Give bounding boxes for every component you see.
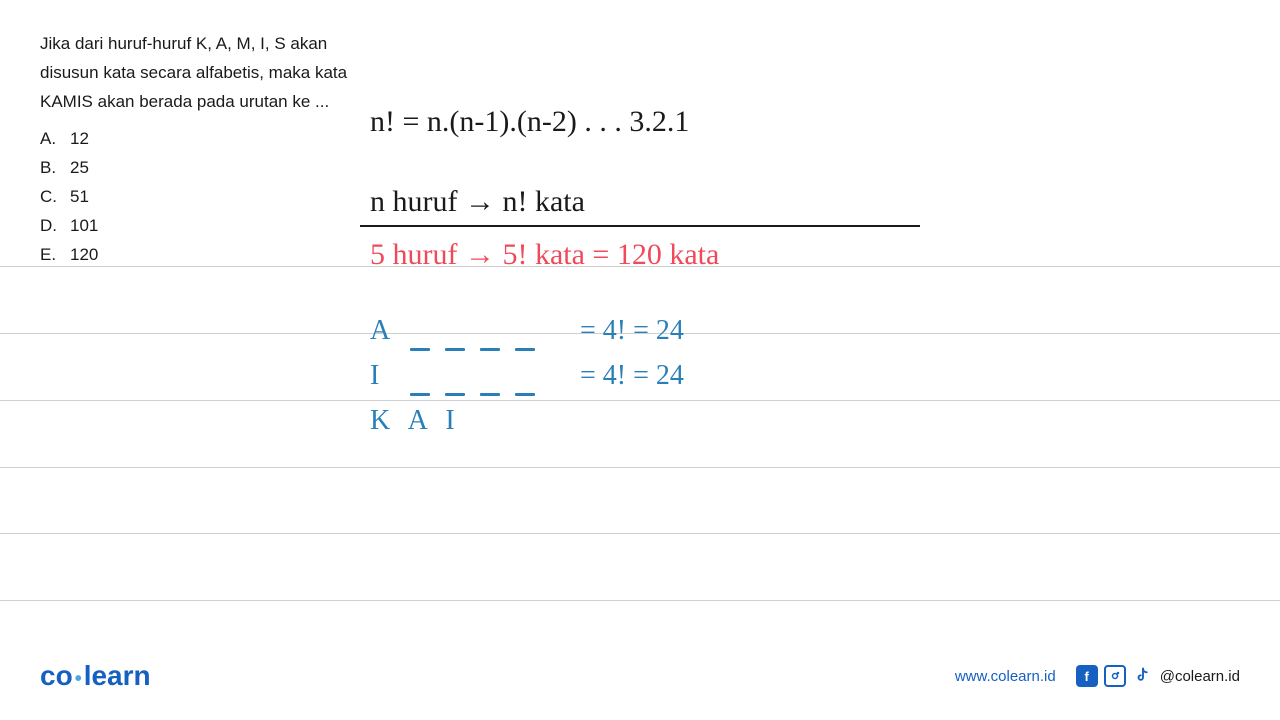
option-letter: A. <box>40 125 70 154</box>
website-url: www.colearn.id <box>955 668 1056 685</box>
question-text: Jika dari huruf-huruf K, A, M, I, S akan… <box>40 30 360 117</box>
blank-dash <box>515 393 535 396</box>
option-value: 25 <box>70 154 89 183</box>
blank-dash <box>480 393 500 396</box>
colearn-logo: co•learn <box>40 660 151 692</box>
blank-dash <box>410 393 430 396</box>
option-letter: B. <box>40 154 70 183</box>
ruled-line <box>0 533 1280 534</box>
calc-kai: K A I <box>370 405 461 437</box>
option-value: 51 <box>70 183 89 212</box>
n-huruf-line: n huruf → n! kata <box>370 185 585 219</box>
facebook-icon: f <box>1076 665 1098 687</box>
option-value: 101 <box>70 212 98 241</box>
social-icons: f @colearn.id <box>1076 665 1240 687</box>
calc-a-letter: A <box>370 315 390 347</box>
blank-dash <box>480 348 500 351</box>
ruled-line <box>0 400 1280 401</box>
option-letter: D. <box>40 212 70 241</box>
option-a: A. 12 <box>40 125 98 154</box>
answer-options: A. 12 B. 25 C. 51 D. 101 E. 120 <box>40 125 98 269</box>
option-letter: C. <box>40 183 70 212</box>
option-d: D. 101 <box>40 212 98 241</box>
ruled-line <box>0 467 1280 468</box>
underline <box>360 225 920 227</box>
footer: co•learn www.colearn.id f @colearn.id <box>0 660 1280 692</box>
logo-co: co <box>40 660 73 691</box>
blank-dash <box>410 348 430 351</box>
calc-i-result: = 4! = 24 <box>580 360 684 392</box>
tiktok-icon <box>1132 665 1154 687</box>
blank-dash <box>515 348 535 351</box>
calc-i-letter: I <box>370 360 379 392</box>
instagram-icon <box>1104 665 1126 687</box>
five-huruf-line: 5 huruf → 5! kata = 120 kata <box>370 238 719 272</box>
blank-dash <box>445 348 465 351</box>
social-handle: @colearn.id <box>1160 668 1240 685</box>
ruled-line <box>0 600 1280 601</box>
option-c: C. 51 <box>40 183 98 212</box>
logo-dot: • <box>75 668 82 690</box>
factorial-formula: n! = n.(n-1).(n-2) . . . 3.2.1 <box>370 105 689 139</box>
logo-learn: learn <box>84 660 151 691</box>
option-value: 12 <box>70 125 89 154</box>
option-b: B. 25 <box>40 154 98 183</box>
blank-dash <box>445 393 465 396</box>
footer-right: www.colearn.id f @colearn.id <box>955 665 1240 687</box>
calc-a-result: = 4! = 24 <box>580 315 684 347</box>
